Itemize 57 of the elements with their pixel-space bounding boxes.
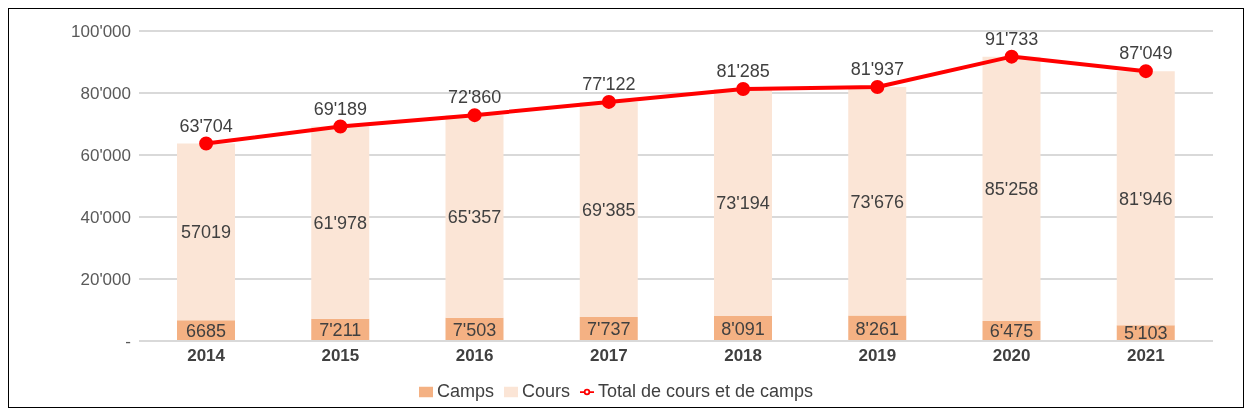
data-label: 73'194 [716,192,770,213]
point [333,119,348,134]
point [199,136,214,151]
legend-label: Camps [436,381,494,401]
bar [445,115,504,318]
bar [579,101,638,318]
point [467,108,482,123]
data-label: 57019 [180,222,232,243]
data-label: 8'261 [855,318,899,339]
x-tick-label: 2018 [724,346,763,366]
data-label: 85'258 [984,179,1039,200]
bar [848,87,907,316]
point [1004,49,1019,64]
y-tick-label: - [125,332,131,352]
data-label: 69'189 [313,98,368,119]
data-label: 87'049 [1119,43,1173,64]
x-tick-label: 2017 [589,346,628,366]
data-label: 7'503 [452,319,497,340]
point [870,80,885,94]
data-label: 63'704 [179,115,233,136]
data-label: 77'122 [582,73,636,94]
data-label: 6'475 [989,321,1034,342]
point [1138,64,1153,79]
data-label: 65'357 [447,206,502,227]
bar [311,126,370,319]
x-tick-label: 2016 [455,346,494,366]
data-label: 81'285 [716,61,770,82]
bar [177,143,235,321]
data-label: 69'385 [582,199,636,220]
y-tick-label: 40'000 [80,208,131,228]
data-label: 73'676 [850,191,904,212]
data-label: 7'737 [587,319,631,340]
y-tick-label: 60'000 [80,146,131,166]
x-tick-label: 2020 [992,346,1031,366]
bar [1116,71,1175,326]
data-label: 81'946 [1119,188,1173,209]
x-tick-label: 2019 [858,346,897,366]
data-label: 61'978 [313,212,367,233]
data-label: 8'091 [721,318,765,339]
y-tick-label: 20'000 [80,270,131,290]
x-tick-label: 2015 [321,346,360,366]
data-label: 81'937 [850,59,905,79]
data-label: 5'103 [1124,323,1168,344]
y-tick-label: 100'000 [71,22,131,42]
x-tick-label: 2014 [187,346,226,366]
legend-label: Cours [521,381,570,401]
data-label: 91'733 [984,28,1039,49]
x-tick-label: 2021 [1126,346,1165,366]
data-label: 6685 [185,321,227,342]
data-label: 7'211 [319,320,362,341]
point [736,82,751,97]
bar [982,56,1041,321]
bar [714,89,772,316]
data-label: 72'860 [447,87,502,108]
point [601,94,616,109]
y-tick-label: 80'000 [80,84,131,104]
legend-label: Total de cours et de camps [597,381,814,401]
